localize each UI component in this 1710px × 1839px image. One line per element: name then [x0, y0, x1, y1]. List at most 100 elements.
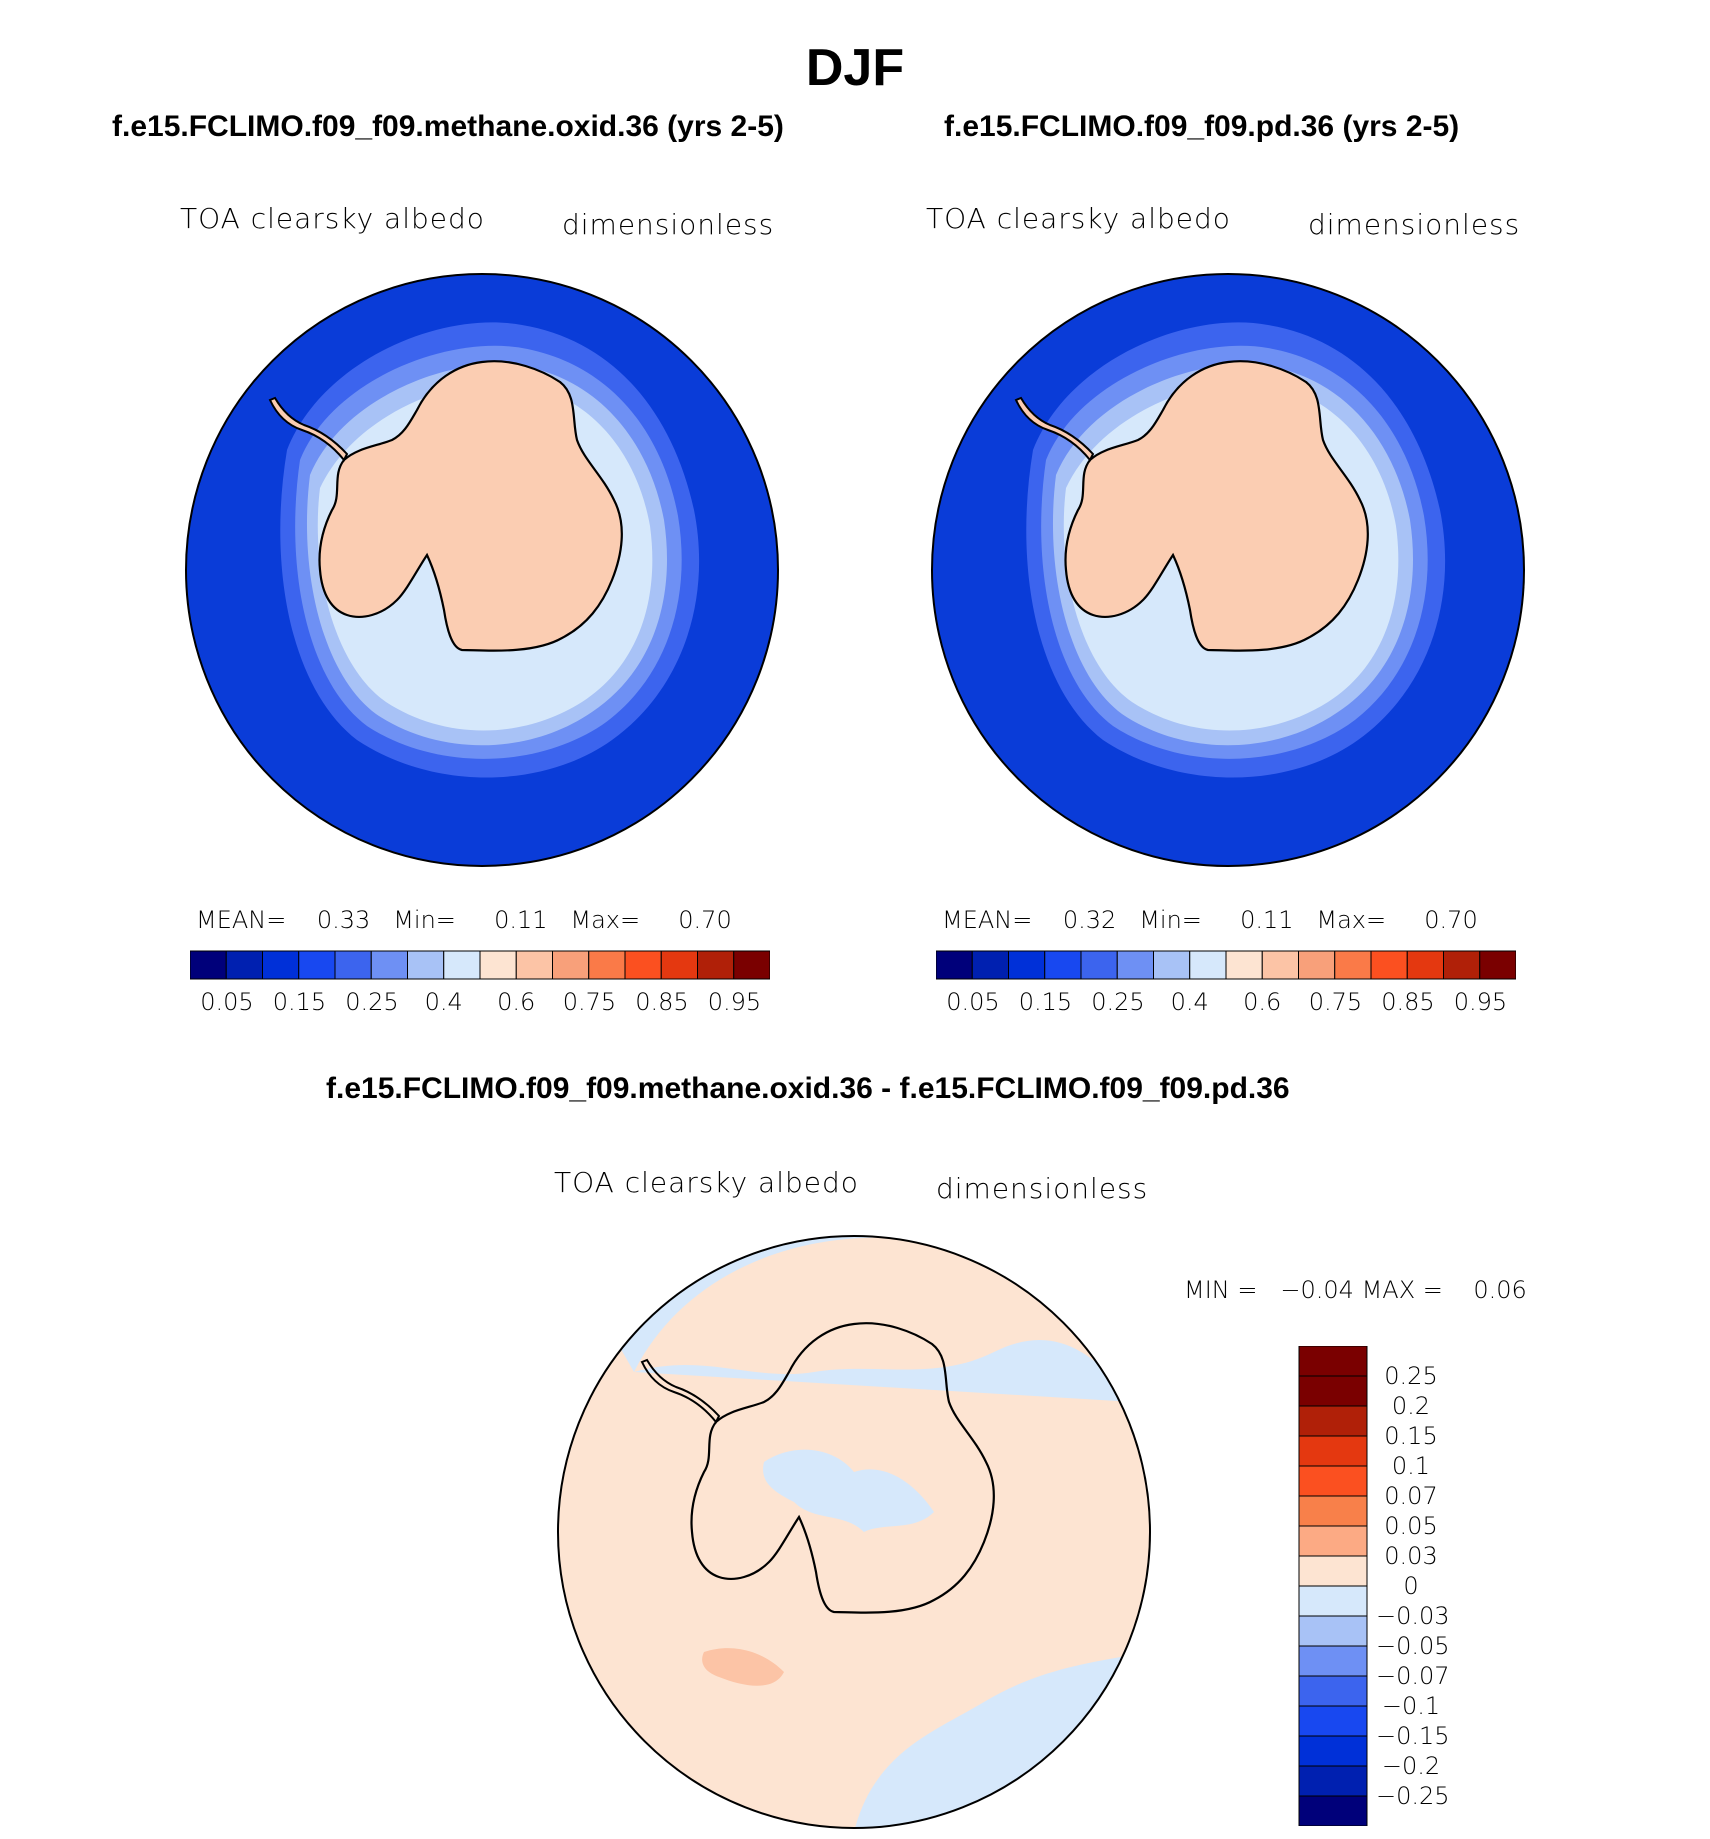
- colorbar-swatch: [1298, 1346, 1368, 1377]
- colorbar-tick-label: 0.4: [1170, 988, 1209, 1016]
- positive-difference-patch: [702, 1648, 784, 1686]
- colorbar-swatch: [1298, 1735, 1368, 1767]
- panel-1-case-title: f.e15.FCLIMO.f09_f09.methane.oxid.36 (yr…: [112, 110, 784, 143]
- colorbar-swatch: [733, 950, 770, 980]
- colorbar-tick-label: 0.4: [424, 988, 463, 1016]
- panel-3-units-label: dimensionless: [936, 1172, 1149, 1205]
- colorbar-swatch: [1298, 1555, 1368, 1587]
- colorbar-tick-label: 0.15: [1384, 1422, 1438, 1450]
- colorbar-swatch: [1225, 950, 1263, 980]
- colorbar-swatch: [1008, 950, 1046, 980]
- panel-2-case-title: f.e15.FCLIMO.f09_f09.pd.36 (yrs 2-5): [944, 110, 1460, 143]
- colorbar-swatch: [1298, 1465, 1368, 1497]
- colorbar-tick-label: −0.07: [1376, 1662, 1450, 1690]
- colorbar-swatch: [936, 950, 973, 980]
- negative-difference-inland: [763, 1449, 934, 1532]
- colorbar-swatch: [1443, 950, 1481, 980]
- colorbar-tick-label: 0.6: [497, 988, 536, 1016]
- colorbar-swatch: [1153, 950, 1191, 980]
- colorbar-swatch: [697, 950, 735, 980]
- colorbar-tick-label: 0.07: [1384, 1482, 1438, 1510]
- panel-3-stats: MIN = −0.04 MAX = 0.06: [1184, 1276, 1527, 1304]
- colorbar-swatch: [443, 950, 481, 980]
- colorbar-swatch: [479, 950, 517, 980]
- panel-1-variable-label: TOA clearsky albedo: [180, 202, 485, 235]
- panel-3-variable-label: TOA clearsky albedo: [554, 1166, 859, 1199]
- colorbar-tick-label: 0.2: [1391, 1392, 1431, 1420]
- colorbar-tick-label: 0.25: [1091, 988, 1145, 1016]
- colorbar-swatch: [1479, 950, 1516, 980]
- colorbar-swatch: [971, 950, 1009, 980]
- colorbar-swatch: [262, 950, 300, 980]
- antarctic-peninsula: [1014, 396, 1095, 462]
- colorbar-swatch: [1298, 1405, 1368, 1437]
- antarctica-land: [318, 360, 623, 652]
- colorbar-swatch: [1298, 1585, 1368, 1617]
- colorbar-tick-label: 0.05: [946, 988, 1000, 1016]
- antarctic-peninsula: [268, 396, 349, 462]
- colorbar-tick-label: 0.6: [1243, 988, 1282, 1016]
- panel-2-variable-label: TOA clearsky albedo: [926, 202, 1231, 235]
- colorbar-swatch: [407, 950, 445, 980]
- antarctic-peninsula: [640, 1358, 721, 1424]
- colorbar-swatch: [660, 950, 698, 980]
- panel-2-stats: MEAN= 0.32 Min= 0.11 Max= 0.70: [942, 906, 1478, 934]
- colorbar-tick-label: 0.15: [272, 988, 327, 1016]
- colorbar-swatch: [1044, 950, 1082, 980]
- colorbar-tick-label: −0.05: [1376, 1632, 1450, 1660]
- panel-3-polar-map: [557, 1235, 1151, 1829]
- colorbar-swatch: [1298, 1765, 1368, 1797]
- panel-1-stats: MEAN= 0.33 Min= 0.11 Max= 0.70: [196, 906, 732, 934]
- colorbar-swatch: [1298, 1615, 1368, 1647]
- colorbar-swatch: [552, 950, 590, 980]
- panel-2-colorbar: [936, 950, 1516, 980]
- panel-2-polar-map: [931, 273, 1525, 867]
- colorbar-swatch: [1298, 1435, 1368, 1467]
- colorbar-swatch: [1298, 1675, 1368, 1707]
- colorbar-swatch: [515, 950, 553, 980]
- colorbar-swatch: [1334, 950, 1372, 980]
- antarctica-coastline: [690, 1322, 995, 1614]
- colorbar-tick-label: −0.15: [1376, 1722, 1450, 1750]
- colorbar-swatch: [1298, 1645, 1368, 1677]
- colorbar-swatch: [370, 950, 408, 980]
- figure-title: DJF: [805, 39, 905, 97]
- colorbar-tick-label: −0.2: [1381, 1752, 1441, 1780]
- colorbar-tick-label: 0.1: [1391, 1452, 1431, 1480]
- colorbar-tick-label: 0.95: [1453, 988, 1508, 1016]
- colorbar-tick-label: 0.75: [1308, 988, 1363, 1016]
- colorbar-tick-label: −0.25: [1376, 1782, 1450, 1810]
- panel-3-case-title: f.e15.FCLIMO.f09_f09.methane.oxid.36 - f…: [326, 1072, 1290, 1105]
- colorbar-swatch: [1261, 950, 1299, 980]
- colorbar-tick-label: 0.95: [707, 988, 762, 1016]
- colorbar-swatch: [588, 950, 626, 980]
- panel-1-units-label: dimensionless: [562, 208, 775, 241]
- colorbar-swatch: [624, 950, 662, 980]
- colorbar-tick-label: 0: [1403, 1572, 1419, 1600]
- colorbar-swatch: [190, 950, 227, 980]
- panel-1-colorbar: [190, 950, 770, 980]
- colorbar-swatch: [1298, 1495, 1368, 1527]
- colorbar-tick-label: 0.75: [562, 988, 617, 1016]
- colorbar-tick-label: 0.15: [1018, 988, 1073, 1016]
- colorbar-swatch: [1298, 1795, 1368, 1826]
- panel-2-units-label: dimensionless: [1308, 208, 1521, 241]
- colorbar-tick-label: −0.03: [1376, 1602, 1450, 1630]
- antarctica-land: [1064, 360, 1369, 652]
- panel-1-polar-map: [185, 273, 779, 867]
- colorbar-tick-label: 0.05: [200, 988, 254, 1016]
- colorbar-swatch: [298, 950, 336, 980]
- colorbar-swatch: [1080, 950, 1118, 980]
- colorbar-swatch: [1406, 950, 1444, 980]
- colorbar-swatch: [1189, 950, 1227, 980]
- colorbar-tick-label: 0.85: [1381, 988, 1435, 1016]
- colorbar-tick-label: 0.85: [635, 988, 689, 1016]
- colorbar-swatch: [1298, 950, 1336, 980]
- colorbar-swatch: [1298, 1375, 1368, 1407]
- colorbar-tick-label: −0.1: [1381, 1692, 1441, 1720]
- colorbar-swatch: [1298, 1525, 1368, 1557]
- colorbar-swatch: [1298, 1705, 1368, 1737]
- colorbar-swatch: [1116, 950, 1154, 980]
- colorbar-swatch: [334, 950, 372, 980]
- colorbar-tick-label: 0.03: [1384, 1542, 1438, 1570]
